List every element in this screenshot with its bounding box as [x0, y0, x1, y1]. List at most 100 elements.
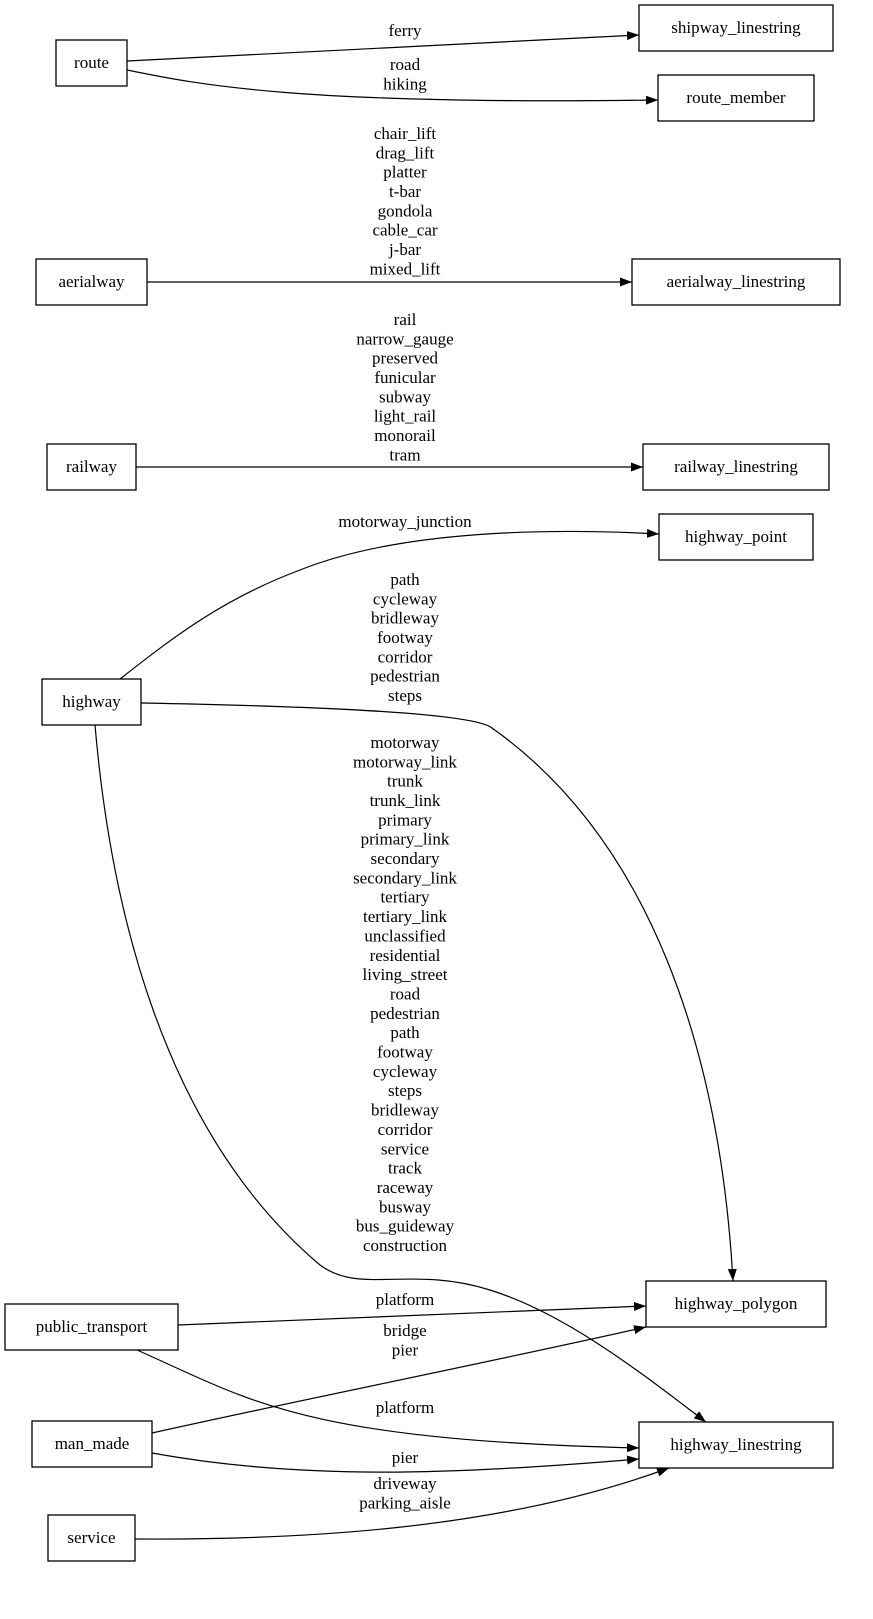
node: [657, 74, 815, 122]
edge-label: motorway_link: [353, 752, 457, 771]
node-label: highway_linestring: [670, 1435, 802, 1454]
node-label: public_transport: [36, 1317, 148, 1336]
edge-label: corridor: [378, 1120, 433, 1139]
edge-label: primary_link: [361, 830, 450, 849]
edge-label: t-bar: [389, 182, 421, 201]
edge-label: bus_guideway: [356, 1217, 455, 1236]
node: [4, 1303, 179, 1351]
node: [638, 1421, 834, 1469]
edge-label: busway: [379, 1197, 431, 1216]
edge-label: residential: [370, 946, 441, 965]
node-label: aerialway: [58, 272, 125, 291]
node: [638, 4, 834, 52]
edge-label: parking_aisle: [359, 1493, 451, 1512]
edge-label: cycleway: [373, 589, 438, 608]
node-label: shipway_linestring: [671, 18, 801, 37]
node-label: highway_point: [685, 527, 787, 546]
node: [658, 513, 814, 561]
edge-label: steps: [388, 1081, 422, 1100]
node-label: route: [74, 53, 109, 72]
edge-label: platter: [383, 163, 427, 182]
node: [31, 1420, 153, 1468]
edge-label: bridge: [383, 1321, 426, 1340]
edge: [151, 1452, 640, 1473]
edge-label: steps: [388, 686, 422, 705]
edge: [151, 1325, 647, 1434]
edge-label: pier: [392, 1448, 419, 1467]
node-label: aerialway_linestring: [667, 272, 806, 291]
edge-label: motorway_junction: [338, 512, 472, 531]
edge-label: ferry: [388, 21, 422, 40]
edge-label: road: [390, 55, 421, 74]
edge-label: light_rail: [374, 407, 437, 426]
node: [46, 443, 137, 491]
node-label: railway_linestring: [674, 457, 798, 476]
edge: [136, 1349, 640, 1453]
edge-label: cycleway: [373, 1062, 438, 1081]
edge: [177, 1301, 647, 1326]
edge-label: preserved: [372, 349, 439, 368]
edge-label: trunk_link: [370, 791, 441, 810]
edge-label: tram: [389, 445, 420, 464]
edge-label: j-bar: [388, 240, 421, 259]
node-label: highway_polygon: [675, 1294, 798, 1313]
edge-label: track: [388, 1159, 422, 1178]
edge-label: platform: [376, 1398, 435, 1417]
edge: [126, 69, 659, 105]
edge-label: platform: [376, 1290, 435, 1309]
node-label: man_made: [55, 1434, 130, 1453]
edge-label: pier: [392, 1340, 419, 1359]
edge-label: footway: [377, 1043, 433, 1062]
edge: [119, 528, 660, 680]
edge-label: subway: [379, 387, 431, 406]
node: [41, 678, 142, 726]
edge: [126, 31, 640, 62]
edge-label: living_street: [363, 965, 448, 984]
node: [47, 1514, 136, 1562]
node-label: route_member: [686, 88, 785, 107]
node-label: highway: [62, 692, 121, 711]
edge-label: tertiary: [380, 888, 430, 907]
node-label: railway: [66, 457, 117, 476]
edge-label: path: [390, 570, 420, 589]
edge-label: driveway: [373, 1474, 437, 1493]
edge-label: narrow_gauge: [356, 329, 453, 348]
edge-label: motorway: [371, 733, 440, 752]
edge-label: secondary_link: [353, 868, 457, 887]
node-label: service: [67, 1528, 115, 1547]
edge-label: rail: [394, 310, 417, 329]
edge-label: footway: [377, 628, 433, 647]
edge-label: unclassified: [364, 926, 446, 945]
edge-label: monorail: [374, 426, 436, 445]
node: [631, 258, 841, 306]
edge-label: path: [390, 1023, 420, 1042]
edge: [134, 1467, 670, 1540]
edge-label: hiking: [383, 74, 427, 93]
edge-label: mixed_lift: [370, 259, 441, 278]
edge-label: trunk: [387, 772, 423, 791]
node: [35, 258, 148, 306]
edge-label: pedestrian: [370, 1004, 440, 1023]
edge-label: raceway: [377, 1178, 434, 1197]
edge: [94, 724, 707, 1423]
edge-label: service: [381, 1139, 429, 1158]
edge: [140, 702, 737, 1282]
node: [55, 39, 128, 87]
edge-label: pedestrian: [370, 667, 440, 686]
edge-label: funicular: [374, 368, 436, 387]
edge-label: construction: [363, 1236, 448, 1255]
edge-label: road: [390, 984, 421, 1003]
edge-label: secondary: [371, 849, 440, 868]
edge-label: bridleway: [371, 609, 439, 628]
edge-label: gondola: [378, 201, 433, 220]
edge-label: cable_car: [372, 221, 437, 240]
edge-label: corridor: [378, 647, 433, 666]
edge-label: primary: [378, 810, 432, 829]
edge-label: chair_lift: [374, 124, 437, 143]
edge-label: tertiary_link: [363, 907, 448, 926]
edge-label: drag_lift: [376, 143, 435, 162]
node: [642, 443, 830, 491]
edge-label: bridleway: [371, 1101, 439, 1120]
node: [645, 1280, 827, 1328]
